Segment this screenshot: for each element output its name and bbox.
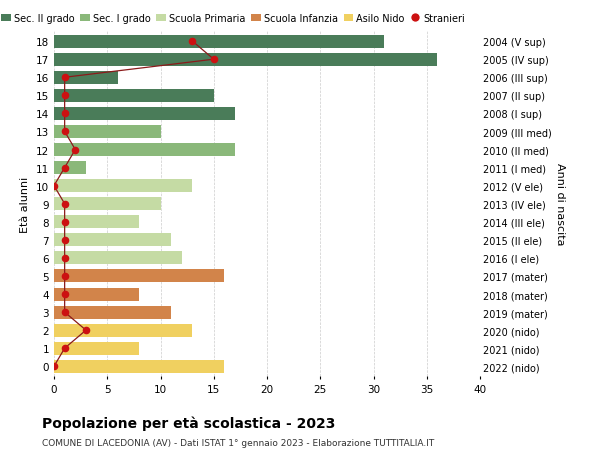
Bar bbox=[54, 72, 118, 84]
Y-axis label: Età alunni: Età alunni bbox=[20, 176, 31, 232]
Point bbox=[49, 183, 59, 190]
Point bbox=[71, 146, 80, 154]
Bar bbox=[54, 252, 182, 265]
Point bbox=[60, 164, 70, 172]
Point bbox=[49, 363, 59, 370]
Bar bbox=[54, 126, 161, 139]
Y-axis label: Anni di nascita: Anni di nascita bbox=[556, 163, 565, 246]
Point bbox=[60, 218, 70, 226]
Legend: Sec. II grado, Sec. I grado, Scuola Primaria, Scuola Infanzia, Asilo Nido, Stran: Sec. II grado, Sec. I grado, Scuola Prim… bbox=[1, 14, 465, 24]
Bar bbox=[54, 270, 224, 283]
Text: COMUNE DI LACEDONIA (AV) - Dati ISTAT 1° gennaio 2023 - Elaborazione TUTTITALIA.: COMUNE DI LACEDONIA (AV) - Dati ISTAT 1°… bbox=[42, 438, 434, 448]
Bar bbox=[54, 35, 384, 49]
Bar bbox=[54, 324, 193, 337]
Point bbox=[60, 92, 70, 100]
Bar bbox=[54, 360, 224, 373]
Bar bbox=[54, 306, 171, 319]
Bar bbox=[54, 198, 161, 211]
Point bbox=[60, 255, 70, 262]
Bar bbox=[54, 90, 214, 103]
Point bbox=[60, 273, 70, 280]
Point bbox=[81, 327, 91, 334]
Point bbox=[60, 74, 70, 82]
Point bbox=[60, 345, 70, 352]
Bar bbox=[54, 234, 171, 247]
Bar bbox=[54, 144, 235, 157]
Point bbox=[60, 129, 70, 136]
Point bbox=[209, 56, 218, 64]
Bar bbox=[54, 108, 235, 121]
Bar bbox=[54, 288, 139, 301]
Bar bbox=[54, 342, 139, 355]
Point bbox=[60, 237, 70, 244]
Bar bbox=[54, 54, 437, 67]
Point bbox=[60, 111, 70, 118]
Point bbox=[60, 201, 70, 208]
Point bbox=[60, 309, 70, 316]
Bar bbox=[54, 216, 139, 229]
Bar bbox=[54, 162, 86, 175]
Point bbox=[188, 39, 197, 46]
Text: Popolazione per età scolastica - 2023: Popolazione per età scolastica - 2023 bbox=[42, 415, 335, 430]
Point bbox=[60, 291, 70, 298]
Bar bbox=[54, 180, 193, 193]
